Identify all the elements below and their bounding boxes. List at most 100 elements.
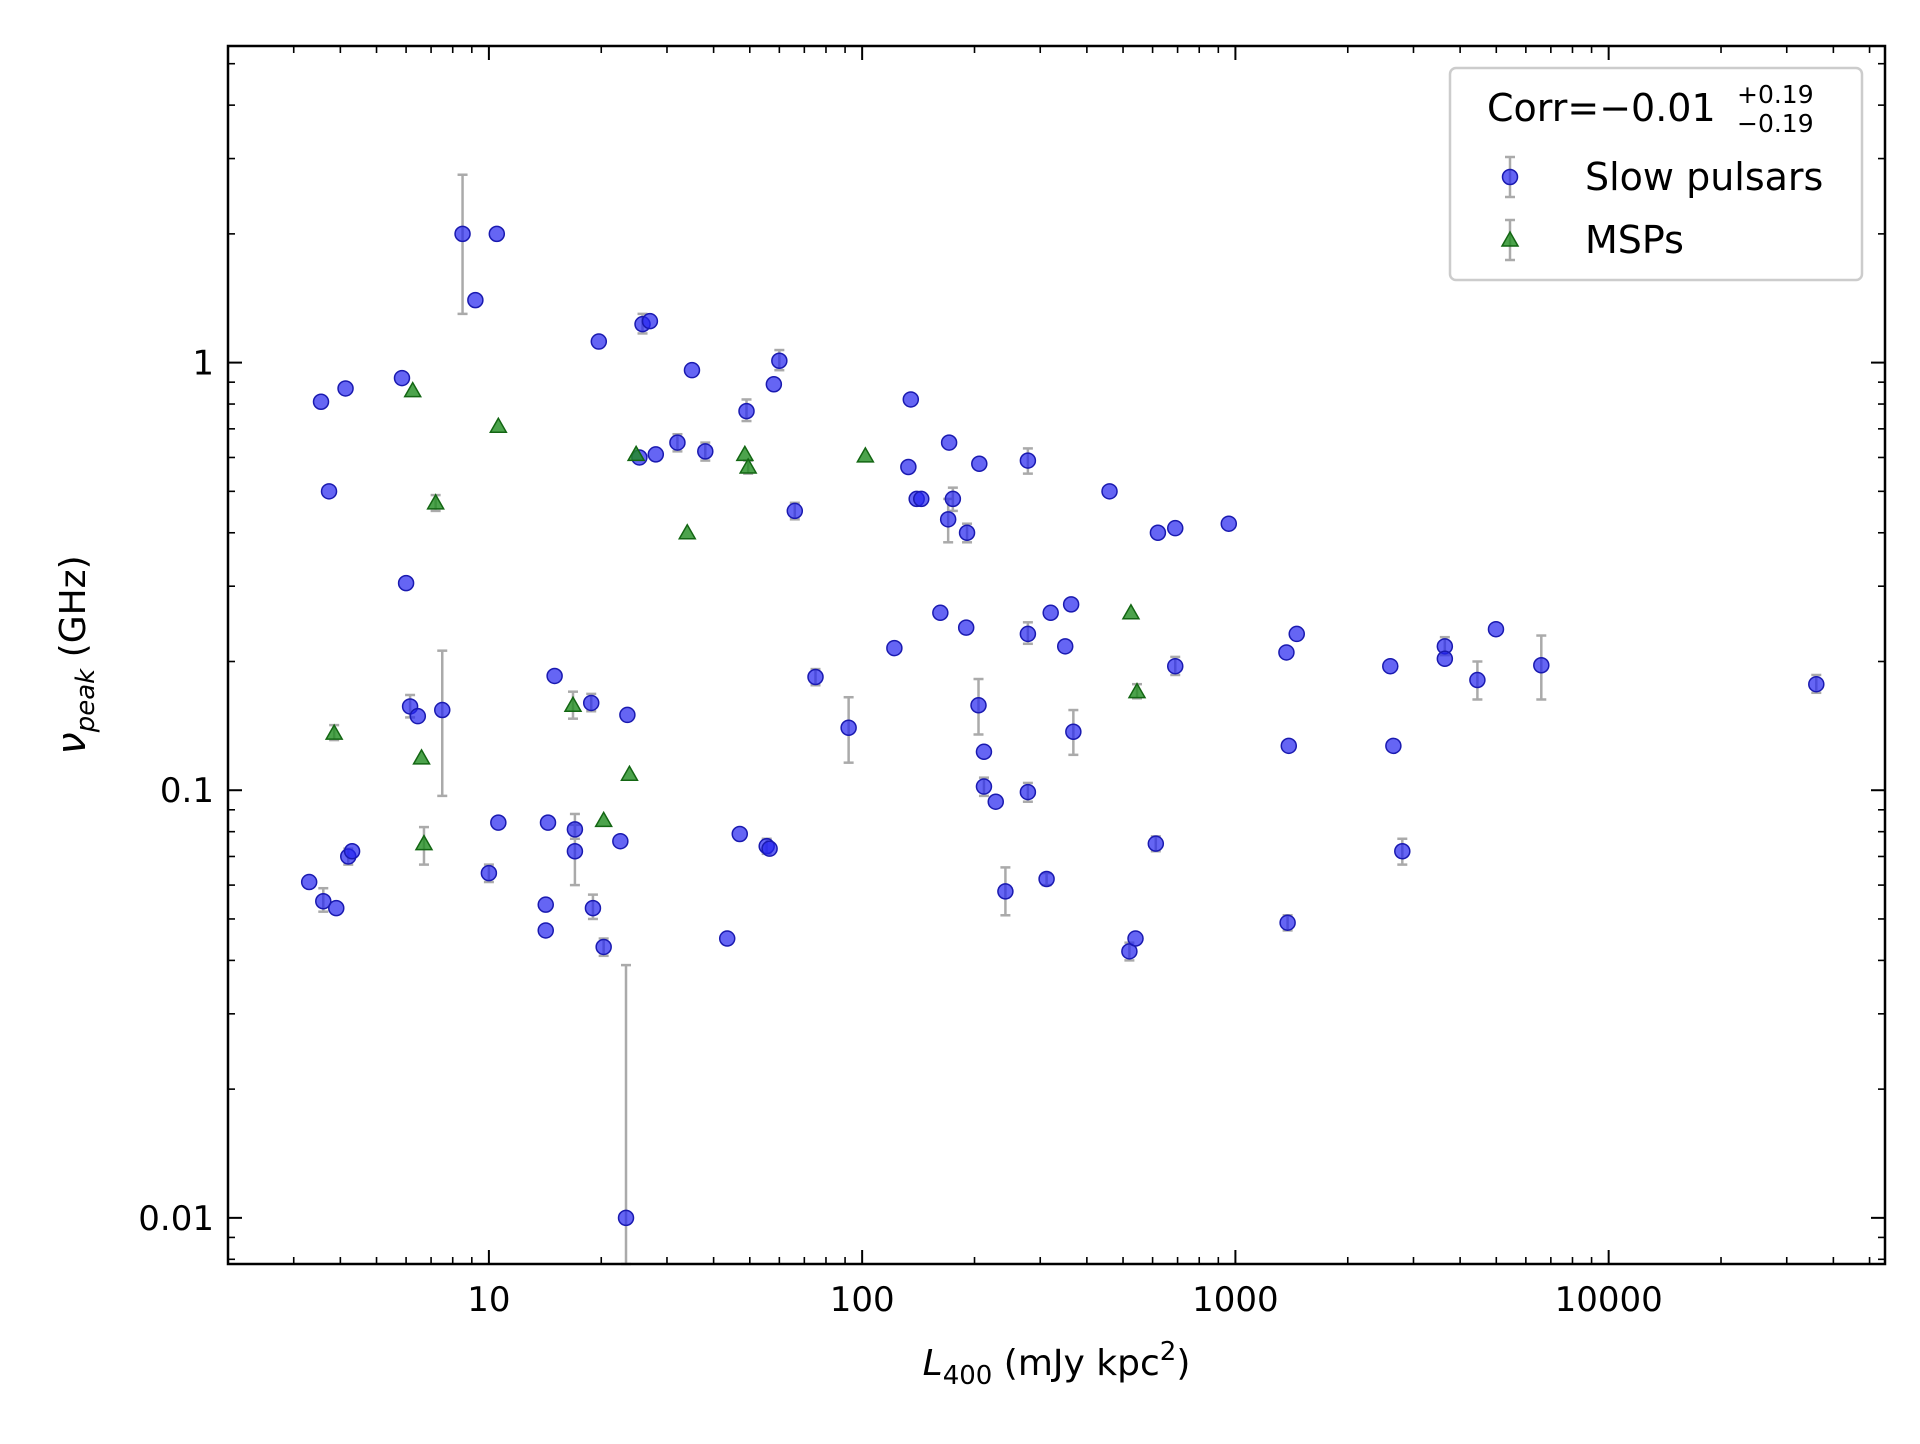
data-point-slow-pulsars xyxy=(807,668,824,686)
legend-label: Slow pulsars xyxy=(1585,155,1823,199)
data-point-msps xyxy=(414,834,434,851)
y-tick-label: 1 xyxy=(192,344,214,384)
points-layer xyxy=(300,225,1825,1227)
data-point-slow-pulsars xyxy=(454,225,471,243)
y-axis-label-sub: peak xyxy=(71,668,101,733)
data-point-slow-pulsars xyxy=(1056,638,1074,655)
data-point-msps xyxy=(594,810,613,828)
data-point-slow-pulsars xyxy=(761,840,778,857)
plot-frame xyxy=(226,44,1887,1266)
data-point-slow-pulsars xyxy=(1469,671,1486,689)
y-tick-label: 0.01 xyxy=(138,1199,214,1239)
x-axis-label-rest: (mJy kpc xyxy=(992,1343,1159,1384)
data-point-slow-pulsars xyxy=(1533,657,1550,674)
y-axis-label-rest: (GHz) xyxy=(53,555,94,668)
data-point-slow-pulsars xyxy=(434,701,451,719)
data-point-slow-pulsars xyxy=(337,380,354,397)
legend-title-sub: −0.19 xyxy=(1737,109,1814,138)
data-point-slow-pulsars xyxy=(1288,625,1305,643)
data-point-slow-pulsars xyxy=(409,707,427,725)
data-point-slow-pulsars xyxy=(393,369,411,387)
data-point-slow-pulsars xyxy=(886,639,903,657)
data-point-msps xyxy=(324,723,344,740)
data-point-slow-pulsars xyxy=(902,391,920,408)
data-point-slow-pulsars xyxy=(1065,723,1082,741)
data-point-slow-pulsars xyxy=(397,574,415,592)
data-point-slow-pulsars xyxy=(997,883,1014,900)
x-tick-label: 100 xyxy=(830,1280,895,1320)
data-point-slow-pulsars xyxy=(958,524,976,542)
data-point-slow-pulsars xyxy=(669,434,686,451)
data-point-slow-pulsars xyxy=(738,402,755,420)
data-point-slow-pulsars xyxy=(932,604,949,622)
x-tick-label: 10 xyxy=(467,1280,510,1320)
data-point-msps xyxy=(1121,603,1141,620)
data-point-slow-pulsars xyxy=(1808,675,1825,693)
data-point-slow-pulsars xyxy=(1385,737,1402,755)
x-axis-label-sup: 2 xyxy=(1160,1337,1177,1367)
data-point-slow-pulsars xyxy=(731,825,749,843)
legend-title-main: Corr=−0.01 xyxy=(1487,86,1716,130)
data-point-slow-pulsars xyxy=(566,821,584,838)
data-point-slow-pulsars xyxy=(1167,519,1184,537)
data-point-slow-pulsars xyxy=(1394,842,1411,860)
data-point-slow-pulsars xyxy=(566,842,584,860)
data-point-slow-pulsars xyxy=(537,922,554,939)
data-point-msps xyxy=(426,493,445,510)
data-point-slow-pulsars xyxy=(1167,657,1184,675)
data-point-slow-pulsars xyxy=(771,352,788,370)
legend-label: MSPs xyxy=(1585,218,1684,262)
data-point-slow-pulsars xyxy=(939,511,957,528)
data-point-slow-pulsars xyxy=(490,814,507,831)
data-point-slow-pulsars xyxy=(683,361,701,379)
data-point-slow-pulsars xyxy=(940,434,958,451)
data-point-slow-pulsars xyxy=(1101,483,1118,500)
data-point-slow-pulsars xyxy=(300,873,318,891)
data-point-slow-pulsars xyxy=(1487,620,1505,638)
data-point-slow-pulsars xyxy=(718,930,736,947)
data-point-slow-pulsars xyxy=(944,490,962,508)
data-point-slow-pulsars xyxy=(975,778,993,795)
y-axis-label-main: ν xyxy=(49,732,95,754)
legend-entry: MSPs xyxy=(1500,218,1684,262)
data-point-slow-pulsars xyxy=(328,899,345,917)
data-point-slow-pulsars xyxy=(970,697,987,714)
data-point-msps xyxy=(738,457,758,474)
data-point-slow-pulsars xyxy=(619,706,636,724)
x-axis-label-sub: 400 xyxy=(943,1361,993,1391)
data-point-slow-pulsars xyxy=(584,899,602,917)
data-point-slow-pulsars xyxy=(1382,657,1399,675)
x-axis-label-end: ) xyxy=(1176,1343,1190,1384)
data-point-slow-pulsars xyxy=(1042,604,1059,622)
data-point-msps xyxy=(626,444,646,462)
data-point-msps xyxy=(620,764,639,781)
data-point-slow-pulsars xyxy=(582,694,600,712)
data-point-slow-pulsars xyxy=(467,291,484,309)
data-point-slow-pulsars xyxy=(1019,625,1037,643)
error-bars-layer xyxy=(318,173,1822,1266)
legend-entry: Slow pulsars xyxy=(1501,155,1823,199)
data-point-slow-pulsars xyxy=(595,938,612,956)
data-point-slow-pulsars xyxy=(1149,524,1167,542)
data-point-msps xyxy=(677,523,697,540)
data-point-msps xyxy=(412,748,431,765)
data-point-slow-pulsars xyxy=(913,490,930,508)
data-point-slow-pulsars xyxy=(537,896,554,913)
axes-layer: 10 100 1000 10000 0.01 0.1 1 L400 (mJy kpc2) νpe… xyxy=(49,44,1887,1391)
data-point-slow-pulsars xyxy=(1019,783,1037,801)
error-bar xyxy=(457,173,468,316)
data-point-slow-pulsars xyxy=(647,446,665,463)
data-point-slow-pulsars xyxy=(590,333,608,350)
data-point-msps xyxy=(856,446,875,463)
data-point-slow-pulsars xyxy=(900,458,917,476)
legend-title-sup: +0.19 xyxy=(1737,80,1814,109)
data-point-slow-pulsars xyxy=(1147,835,1165,852)
data-point-slow-pulsars xyxy=(1280,737,1298,755)
data-point-slow-pulsars xyxy=(840,719,857,736)
data-point-slow-pulsars xyxy=(957,619,975,636)
data-point-slow-pulsars xyxy=(546,667,563,685)
legend-title: Corr=−0.01 xyxy=(1487,86,1716,130)
data-point-slow-pulsars xyxy=(1436,650,1454,667)
